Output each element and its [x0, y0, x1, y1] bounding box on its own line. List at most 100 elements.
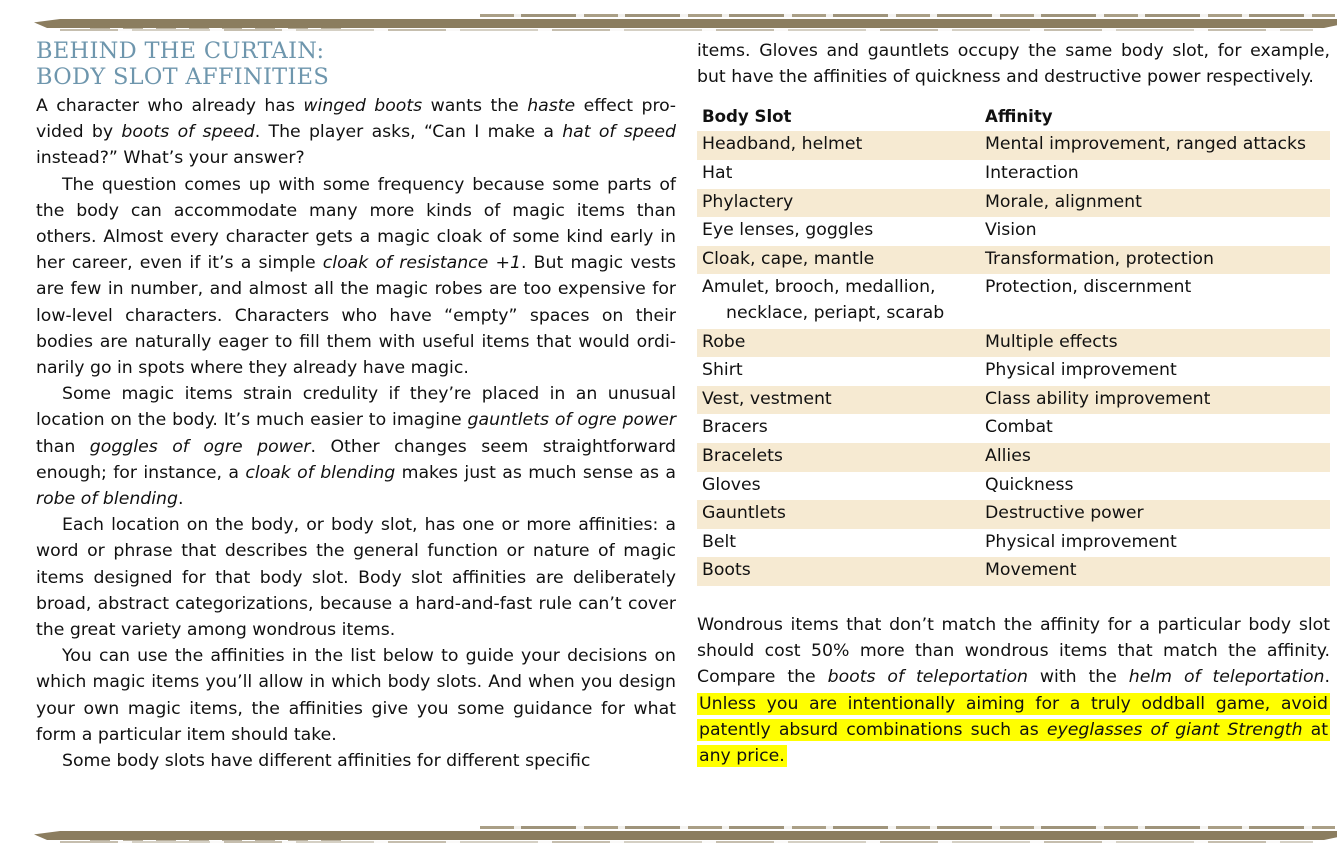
bottom-rule-hairline-lower: [60, 841, 1313, 843]
intro-seg-1: A character who already has: [36, 96, 304, 116]
table-row: Amulet, brooch, medallion, necklace, per…: [697, 274, 1330, 328]
table-row: Vest, vestment Class ability improvement: [697, 385, 1330, 415]
cell-affinity: Quickness: [985, 474, 1074, 495]
cell-body-slot: Gloves: [702, 474, 761, 495]
cell-affinity: Destructive power: [980, 500, 1330, 529]
paragraph-strain-credulity: Some magic items strain credulity if the…: [36, 381, 676, 512]
table-row: Gauntlets Destructive power: [697, 500, 1330, 529]
cell-body-slot: Belt: [702, 531, 737, 552]
highlighted-warning-text: Unless you are intentionally aiming for …: [697, 692, 1331, 767]
table-bottom-spacer: [697, 586, 1330, 612]
top-rule-hairline-lower: [60, 29, 1313, 31]
item-hat-of-speed: hat of speed: [562, 122, 676, 143]
cell-body-slot-wrapped: Amulet, brooch, medallion, necklace, per…: [702, 275, 980, 326]
cell-body-slot: Vest, vestment: [697, 385, 980, 415]
table-head: Body Slot Affinity: [697, 104, 1330, 131]
cell-affinity: Protection, discernment: [985, 277, 1192, 298]
table-row: Boots Movement: [697, 557, 1330, 586]
cell-body-slot: Shirt: [702, 360, 743, 381]
cell-body-slot: Hat: [702, 163, 733, 183]
cell-body-slot-line-2: necklace, periapt, scarab: [726, 302, 945, 323]
paragraph-question-frequency: The question comes up with some frequenc…: [36, 172, 676, 382]
item-boots-of-teleportation: boots of teleportation: [827, 667, 1028, 688]
bottom-rule-thick-band: [34, 831, 1337, 840]
item-gauntlets-of-ogre-power: gauntlets of ogre power: [467, 410, 676, 431]
cell-body-slot: Boots: [697, 557, 980, 586]
paragraph-intro: A character who already has winged boots…: [36, 93, 676, 172]
cell-affinity: Class ability improvement: [980, 385, 1330, 415]
table-row: Eye lenses, goggles Vision: [697, 217, 1330, 246]
right-column: items. Gloves and gauntlets occupy the s…: [697, 38, 1331, 769]
top-decorative-rule: [0, 8, 1343, 34]
intro-seg-2: wants the: [422, 96, 528, 116]
page-title: BEHIND THE CURTAIN: BODY SLOT AFFINITIES: [36, 38, 676, 90]
cell-affinity: Physical improvement: [985, 360, 1177, 381]
item-helm-of-teleportation: helm of teleporta­tion: [1128, 667, 1325, 688]
spell-haste: haste: [527, 96, 576, 116]
bottom-decorative-rule: [0, 820, 1343, 846]
item-eyeglasses-of-giant-strength: eyeglasses of giant Strength: [1046, 719, 1303, 740]
top-rule-hairline-left: [90, 26, 350, 29]
paragraph-wondrous-cost: Wondrous items that don’t match the affi…: [697, 612, 1331, 769]
table-row: Phylactery Morale, alignment: [697, 188, 1330, 218]
p3-seg-2: than: [36, 436, 90, 457]
cell-affinity: Vision: [985, 220, 1037, 241]
cell-body-slot: Amulet, brooch, medallion, necklace, per…: [697, 274, 980, 328]
cell-body-slot: Bracers: [702, 417, 768, 438]
cell-affinity: Transformation, protection: [980, 245, 1330, 275]
page-content: BEHIND THE CURTAIN: BODY SLOT AFFINITIES…: [0, 38, 1343, 818]
item-winged-boots: winged boots: [303, 96, 423, 116]
paragraph-different-affinities-continued: Some body slots have different affinitie…: [62, 751, 591, 772]
table-row: Robe Multiple effects: [697, 328, 1330, 358]
page-title-line-1: BEHIND THE CURTAIN:: [36, 38, 325, 64]
column-header-body-slot: Body Slot: [702, 107, 792, 127]
table-row: Hat Interaction: [697, 160, 1330, 189]
bottom-rule-hairline-upper: [480, 826, 1335, 829]
table-row: Bracers Combat: [697, 414, 1330, 443]
left-column: BEHIND THE CURTAIN: BODY SLOT AFFINITIES…: [36, 38, 676, 774]
table-row: Cloak, cape, mantle Transformation, prot…: [697, 245, 1330, 275]
table-header-row: Body Slot Affinity: [697, 104, 1330, 131]
intro-seg-5: instead?” What’s your answer?: [36, 148, 305, 169]
body-slot-affinity-table: Body Slot Affinity Headband, helmet Ment…: [697, 104, 1330, 586]
item-cloak-of-blending: cloak of blending: [245, 462, 396, 483]
p2-seg-2: . But magic vests are few in number, and…: [36, 253, 676, 379]
intro-seg-4: . The player asks, “Can I make a: [254, 122, 563, 143]
table-row: Headband, helmet Mental improvement, ran…: [697, 131, 1330, 160]
hl-seg-2: at any price.: [699, 719, 1329, 766]
top-rule-hairline-upper: [480, 14, 1335, 17]
cell-affinity: Interaction: [985, 163, 1079, 183]
p2-seg-1: The question comes up with some frequenc…: [36, 174, 676, 274]
table-body: Headband, helmet Mental improvement, ran…: [697, 131, 1330, 586]
intro-seg-3: effect pro­vided by: [36, 96, 676, 143]
bottom-rule-hairline-left: [90, 838, 350, 841]
cell-body-slot: Cloak, cape, mantle: [697, 245, 980, 275]
cell-affinity: Mental improvement, ranged attacks: [980, 131, 1330, 160]
table-row: Bracelets Allies: [697, 442, 1330, 472]
column-header-affinity: Affinity: [985, 107, 1053, 127]
cell-body-slot: Bracelets: [697, 442, 980, 472]
table-row: Shirt Physical improvement: [697, 357, 1330, 386]
pb-seg-1: Wondrous items that don’t match the affi…: [697, 614, 1330, 688]
item-goggles-of-ogre-power: goggles of ogre power: [89, 436, 311, 457]
cell-affinity: Allies: [980, 442, 1330, 472]
cell-affinity: Multiple effects: [980, 328, 1330, 358]
item-cloak-of-resistance: cloak of resistance +1: [322, 253, 521, 274]
item-robe-of-blending: robe of blending: [36, 489, 178, 510]
top-rule-thick-band: [34, 19, 1337, 28]
item-boots-of-speed: boots of speed: [121, 122, 255, 143]
cell-body-slot: Robe: [697, 328, 980, 358]
pb-seg-3: .: [1324, 667, 1331, 688]
pb-seg-2: with the: [1027, 667, 1129, 688]
page-title-line-2: BODY SLOT AFFINITIES: [36, 64, 330, 90]
cell-body-slot-line-1: Amulet, brooch, medallion,: [702, 277, 936, 298]
cell-affinity: Movement: [980, 557, 1330, 586]
paragraph-use-affinities: You can use the affinities in the list b…: [36, 646, 676, 745]
cell-body-slot: Gauntlets: [697, 500, 980, 529]
p3-seg-5: .: [177, 489, 184, 510]
table-row: Belt Physical improvement: [697, 529, 1330, 558]
p3-seg-4: makes just as much sense as a: [395, 462, 676, 483]
cell-body-slot: Phylactery: [697, 188, 980, 218]
cell-body-slot: Headband, helmet: [697, 131, 980, 160]
p3-seg-1: Some magic items strain credulity if the…: [36, 384, 676, 431]
